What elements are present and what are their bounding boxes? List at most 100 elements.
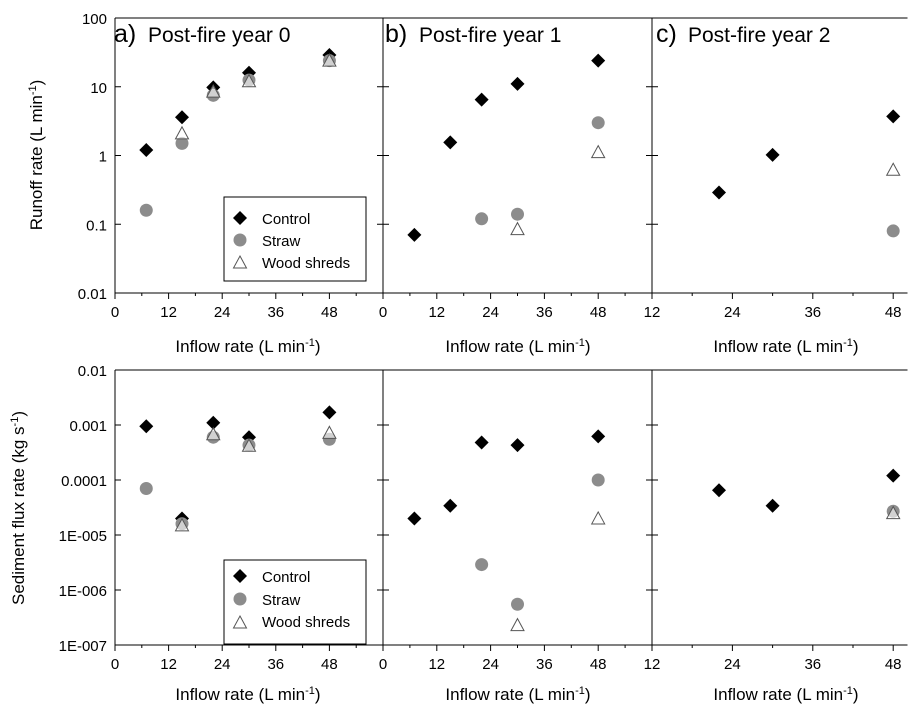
runoff-b-xtick-label-3: 36 — [536, 304, 553, 321]
bottom-y-axis-label: Sediment flux rate (kg s-1) — [9, 411, 28, 605]
runoff-b-wood-shreds-point-0 — [510, 221, 525, 236]
runoff-c-xtick-label-1: 24 — [724, 304, 741, 321]
sediment-c-control-point-0 — [712, 483, 726, 498]
runoff-a-ytick-label-2: 1 — [99, 149, 107, 166]
sediment-b-control-point-2 — [474, 435, 489, 450]
axes-layer: 0 12 24 36 48 0.01 0.1 1 10 100 0 12 24 36 48 12 24 36 48 0… — [59, 11, 908, 673]
runoff-b-straw-point-1 — [511, 207, 524, 221]
runoff-c-control-point-2 — [886, 109, 901, 124]
panel-a-letter: a) — [114, 20, 136, 48]
sediment-b-wood-shreds-point-0 — [510, 617, 525, 632]
legend-bottom-wood-label: Wood shreds — [262, 614, 350, 631]
runoff-c-control-point-0 — [712, 185, 726, 200]
runoff-a-straw-point-0 — [139, 203, 153, 217]
top-y-axis-label: Runoff rate (L min-1) — [27, 80, 46, 231]
legend-top-wood-marker — [232, 254, 248, 269]
runoff-a-ytick-label-3: 10 — [90, 80, 107, 97]
sediment-c-wood-shreds-point-0 — [885, 505, 901, 520]
x-axis-label-bottom-a: Inflow rate (L min-1) — [175, 685, 320, 704]
runoff-b-control-point-3 — [510, 76, 525, 91]
sediment-a-straw-point-0 — [139, 482, 153, 496]
runoff-b-control-point-1 — [443, 135, 458, 150]
sediment-c-xtick-label-0: 12 — [644, 656, 661, 673]
runoff-a-xtick-label-4: 48 — [321, 304, 338, 321]
legend-bottom: Control Straw Wood shreds — [223, 559, 367, 645]
legend-top-straw-marker — [233, 233, 247, 247]
legend-top: Control Straw Wood shreds — [223, 196, 367, 282]
runoff-c-xtick-label-3: 48 — [885, 304, 902, 321]
runoff-c-wood-shreds-point-0 — [885, 162, 901, 176]
legend-top-wood-label: Wood shreds — [262, 255, 350, 272]
runoff-a-wood-shreds-point-2 — [241, 73, 257, 88]
x-axis-label-top-b: Inflow rate (L min-1) — [445, 337, 590, 356]
sediment-b-control-point-1 — [443, 498, 458, 513]
sediment-a-xtick-label-0: 0 — [111, 656, 119, 673]
runoff-c-xtick-label-2: 36 — [804, 304, 821, 321]
sediment-a-wood-shreds-point-1 — [205, 426, 221, 441]
x-axis-label-top-c: Inflow rate (L min-1) — [713, 337, 858, 356]
sediment-b-straw-point-1 — [511, 597, 524, 611]
sediment-b-control-point-4 — [591, 429, 606, 444]
sediment-a-ytick-label-2: 1E-005 — [59, 528, 107, 545]
sediment-b-control-point-0 — [407, 511, 422, 526]
panel-b-letter: b) — [385, 20, 407, 48]
sediment-b-straw-point-0 — [475, 558, 489, 572]
sediment-a-ytick-label-5: 0.01 — [78, 363, 107, 380]
runoff-b-xtick-label-2: 24 — [482, 304, 499, 321]
sediment-c-xtick-label-1: 24 — [724, 656, 741, 673]
legend-bottom-box — [223, 559, 367, 645]
runoff-a-xtick-label-1: 12 — [160, 304, 177, 321]
runoff-a-wood-shreds-point-1 — [205, 84, 221, 98]
sediment-a-xtick-label-2: 24 — [214, 656, 231, 673]
runoff-a-control-point-0 — [139, 143, 154, 158]
sediment-a-xtick-label-4: 48 — [321, 656, 338, 673]
legend-bottom-control-marker — [233, 569, 247, 583]
legend-bottom-control-label: Control — [262, 569, 310, 586]
runoff-b-straw-point-0 — [475, 212, 489, 226]
runoff-b-control-point-0 — [407, 227, 422, 242]
legend-bottom-straw-label: Straw — [262, 592, 301, 609]
runoff-b-control-point-2 — [474, 92, 489, 107]
sediment-b-xtick-label-1: 12 — [428, 656, 445, 673]
legend-top-straw-label: Straw — [262, 233, 301, 250]
runoff-b-xtick-label-0: 0 — [379, 304, 387, 321]
x-axis-label-top-a: Inflow rate (L min-1) — [175, 337, 320, 356]
legend-top-box — [223, 196, 367, 282]
runoff-a-wood-shreds-point-0 — [174, 125, 190, 140]
runoff-a-ytick-label-4: 100 — [82, 11, 107, 28]
panel-a-title: Post-fire year 0 — [148, 24, 290, 47]
sediment-c-control-point-1 — [765, 498, 780, 513]
runoff-a-straw-point-1 — [175, 136, 189, 150]
runoff-a-control-point-1 — [175, 110, 189, 125]
legend-bottom-straw-marker — [233, 592, 247, 606]
runoff-a-xtick-label-2: 24 — [214, 304, 231, 321]
runoff-b-control-point-4 — [591, 53, 606, 68]
runoff-c-control-point-1 — [765, 147, 780, 162]
runoff-c-xtick-label-0: 12 — [644, 304, 661, 321]
sediment-b-xtick-label-3: 36 — [536, 656, 553, 673]
sediment-a-ytick-label-1: 1E-006 — [59, 583, 107, 600]
sediment-a-ytick-label-4: 0.001 — [69, 418, 107, 435]
runoff-b-straw-point-2 — [591, 116, 605, 130]
sediment-b-control-point-3 — [510, 438, 525, 453]
panel-c-letter: c) — [656, 20, 677, 48]
x-axis-label-bottom-b: Inflow rate (L min-1) — [445, 685, 590, 704]
sediment-a-xtick-label-1: 12 — [160, 656, 177, 673]
legend-top-control-marker — [233, 211, 247, 225]
sediment-b-straw-point-2 — [591, 473, 605, 487]
runoff-a-xtick-label-0: 0 — [111, 304, 119, 321]
sediment-a-wood-shreds-point-0 — [174, 517, 190, 532]
sediment-b-xtick-label-2: 24 — [482, 656, 499, 673]
sediment-a-control-point-4 — [322, 405, 337, 420]
runoff-a-ytick-label-0: 0.01 — [78, 286, 107, 303]
runoff-a-xtick-label-3: 36 — [267, 304, 284, 321]
sediment-a-wood-shreds-point-2 — [241, 438, 257, 452]
runoff-c-straw-point-0 — [886, 224, 900, 238]
runoff-a-wood-shreds-point-3 — [322, 53, 337, 67]
x-axis-label-bottom-c: Inflow rate (L min-1) — [713, 685, 858, 704]
sediment-a-control-point-0 — [139, 419, 154, 434]
sediment-a-xtick-label-3: 36 — [267, 656, 284, 673]
legend-bottom-wood-marker — [232, 614, 248, 629]
sediment-b-wood-shreds-point-1 — [590, 510, 606, 525]
